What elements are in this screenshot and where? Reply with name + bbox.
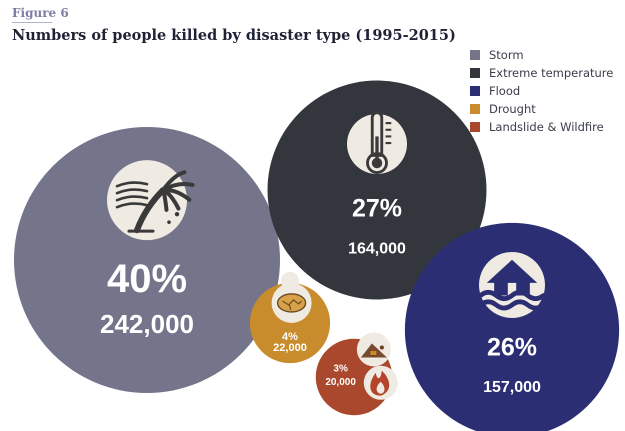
legend-item-drought: Drought (470, 100, 613, 118)
bubble-extreme-temperature (267, 80, 487, 300)
bubble-group-extreme-temperature: 27% 164,000 (267, 80, 487, 300)
legend-swatch-extreme-temperature (470, 68, 480, 78)
chart-legend: Storm Extreme temperature Flood Drought … (470, 46, 613, 136)
legend-swatch-drought (470, 104, 480, 114)
legend-swatch-landslide-wildfire (470, 122, 480, 132)
deaths-label-storm: 242,000 (100, 309, 194, 339)
percent-label-storm: 40% (107, 257, 187, 301)
legend-label-extreme-temperature: Extreme temperature (489, 66, 614, 80)
legend-item-extreme-temperature: Extreme temperature (470, 64, 613, 82)
percent-label-landslide-wildfire: 3% (333, 363, 348, 374)
bubble-group-drought: 4%22,000 (249, 271, 331, 364)
legend-label-storm: Storm (489, 48, 524, 62)
deaths-label-landslide-wildfire: 20,000 (325, 377, 356, 388)
legend-item-storm: Storm (470, 46, 613, 64)
legend-label-drought: Drought (489, 102, 536, 116)
legend-label-flood: Flood (489, 84, 521, 98)
storm-tree-icon (107, 160, 195, 241)
chart-title: Numbers of people killed by disaster typ… (12, 27, 456, 44)
flooded-house-icon (478, 252, 546, 319)
figure-label: Figure 6 (12, 6, 69, 20)
wildfire-icon (363, 365, 398, 400)
bubble-flood (404, 222, 620, 431)
figure-label-rule (12, 22, 52, 23)
legend-swatch-flood (470, 86, 480, 96)
dried-earth-icon (271, 282, 312, 323)
deaths-label-extreme-temperature: 164,000 (348, 241, 406, 258)
bubble-group-landslide-wildfire: 3% 20,000 (315, 332, 398, 416)
legend-swatch-storm (470, 50, 480, 60)
bubble-group-storm: 40% 242,000 (14, 127, 280, 393)
landslide-icon (356, 332, 391, 367)
percent-label-extreme-temperature: 27% (352, 194, 402, 222)
bubble-storm (14, 127, 280, 393)
percent-label-drought: 4% (282, 331, 298, 343)
percent-label-flood: 26% (487, 334, 537, 362)
legend-item-flood: Flood (470, 82, 613, 100)
bubble-group-flood: 26% 157,000 (404, 222, 620, 431)
deaths-label-flood: 157,000 (483, 379, 541, 396)
legend-label-landslide-wildfire: Landslide & Wildfire (489, 120, 604, 134)
legend-item-landslide-wildfire: Landslide & Wildfire (470, 118, 613, 136)
thermometer-icon (347, 111, 407, 175)
deaths-label-drought: 22,000 (273, 342, 307, 354)
